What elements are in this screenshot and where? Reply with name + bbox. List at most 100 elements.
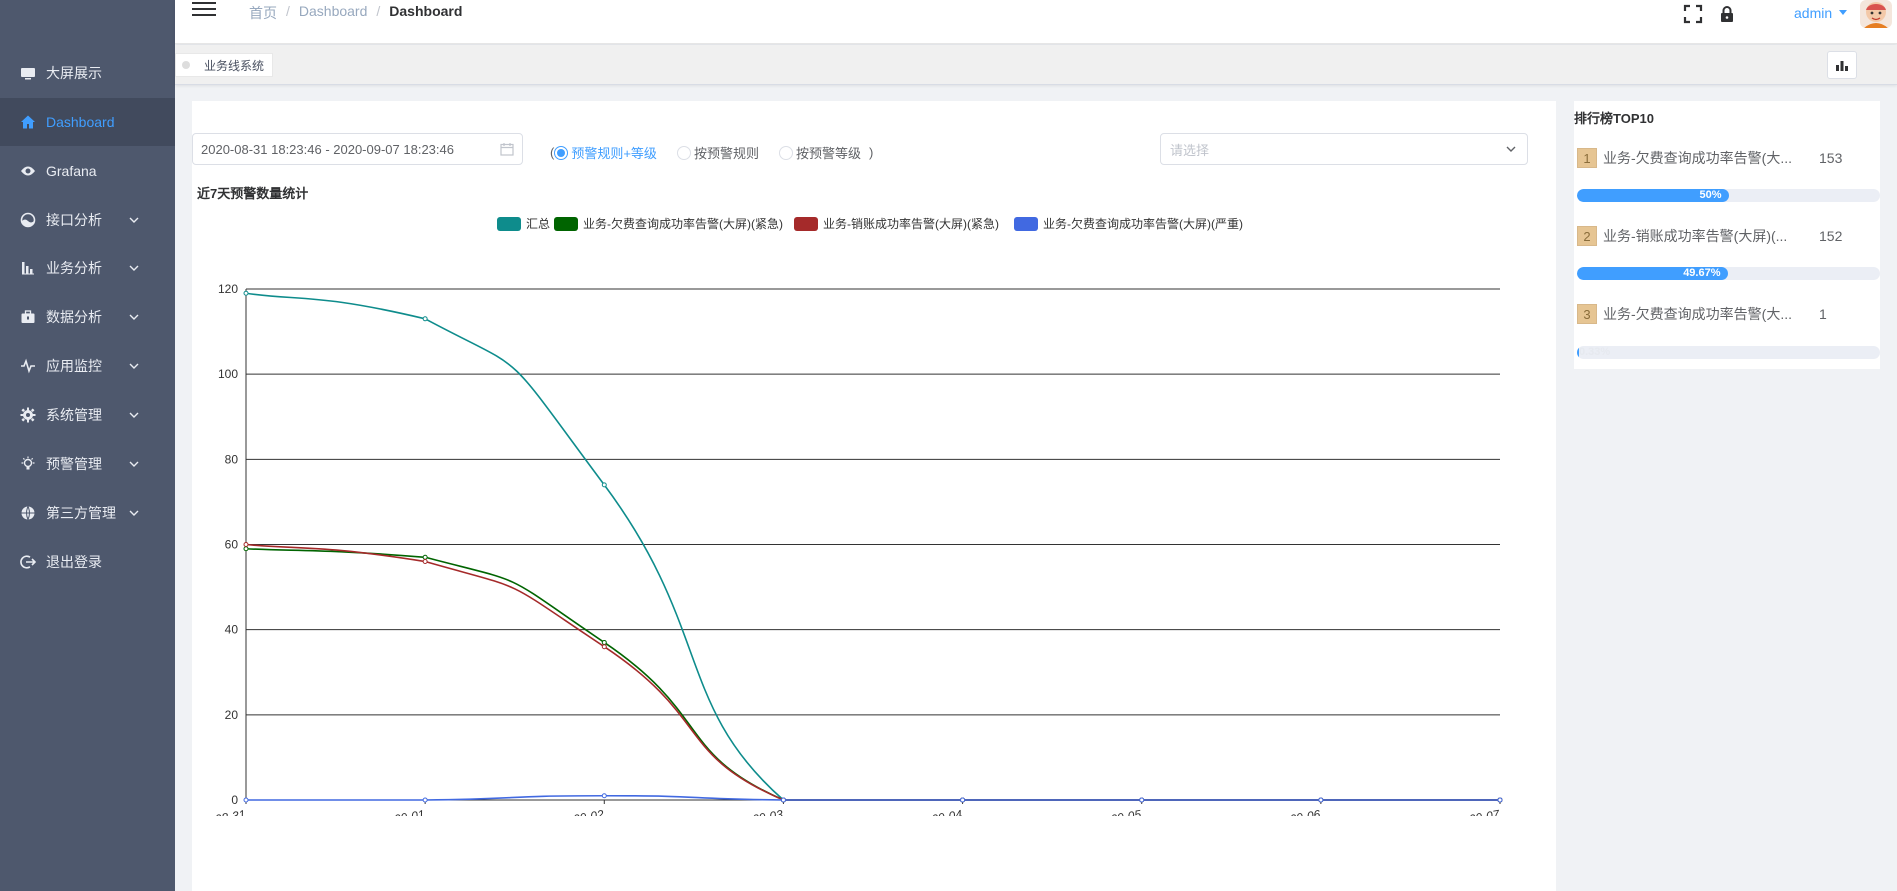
eye-icon bbox=[19, 162, 37, 180]
rank-badge: 2 bbox=[1577, 226, 1597, 246]
sidebar-item-0[interactable]: 大屏展示 bbox=[0, 49, 175, 97]
sidebar-item-label: 大屏展示 bbox=[46, 65, 102, 81]
sidebar-item-3[interactable]: 接口分析 bbox=[0, 196, 175, 244]
legend-label: 业务-欠费查询成功率告警(大屏)(紧急) bbox=[583, 216, 783, 231]
radio-level[interactable]: 按预警等级 bbox=[778, 143, 861, 162]
line-chart: 汇总 业务-欠费查询成功率告警(大屏)(紧急) 业务-销账成功率告警(大屏)(紧急)… bbox=[192, 216, 1503, 816]
sidebar-item-label: 应用监控 bbox=[46, 358, 102, 374]
sidebar-item-label: 数据分析 bbox=[46, 309, 102, 325]
data-point bbox=[243, 542, 249, 547]
user-menu[interactable]: admin bbox=[1794, 5, 1833, 21]
avatar[interactable] bbox=[1860, 0, 1892, 28]
tag-item[interactable]: 业务线系统 bbox=[175, 53, 273, 77]
legend-swatch bbox=[497, 217, 521, 231]
caret-down-icon[interactable] bbox=[1839, 10, 1847, 15]
sidebar-item-label: 系统管理 bbox=[46, 407, 102, 423]
tag-label: 业务线系统 bbox=[204, 58, 265, 73]
data-point bbox=[243, 797, 249, 803]
radio-label: 按预警等级 bbox=[795, 146, 861, 161]
x-tick-label: 2020-09-07 bbox=[1437, 807, 1502, 816]
sidebar-item-label: 第三方管理 bbox=[46, 505, 116, 521]
data-point bbox=[1318, 797, 1324, 803]
data-point bbox=[960, 797, 966, 803]
x-tick-label: 2020-09-06 bbox=[1258, 807, 1322, 816]
rank-name: 业务-销账成功率告警(大屏)(... bbox=[1603, 228, 1788, 244]
data-point bbox=[422, 554, 428, 560]
hamburger-menu-icon[interactable] bbox=[191, 0, 217, 20]
sidebar-item-label: Grafana bbox=[46, 163, 97, 179]
rank-name: 业务-欠费查询成功率告警(大... bbox=[1603, 150, 1792, 166]
data-point bbox=[601, 793, 607, 799]
y-tick-label: 80 bbox=[225, 452, 239, 466]
sidebar-item-5[interactable]: 数据分析 bbox=[0, 293, 175, 341]
radio-group-open-paren: ( bbox=[550, 145, 555, 160]
logout-icon bbox=[19, 553, 37, 571]
chevron-down-icon bbox=[128, 359, 142, 373]
data-point bbox=[422, 797, 428, 803]
data-point bbox=[422, 559, 428, 565]
chart-toggle-button[interactable] bbox=[1827, 51, 1857, 79]
breadcrumb-parent[interactable]: Dashboard bbox=[298, 3, 368, 19]
rank-progress-bar: 0.33% bbox=[1577, 346, 1880, 359]
chevron-down-icon bbox=[128, 506, 142, 520]
navbar: 首页 / Dashboard / Dashboard admin bbox=[175, 0, 1897, 44]
rank-progress-fill: 0.33% bbox=[1577, 346, 1611, 359]
radio-group-close-paren: ) bbox=[868, 145, 874, 160]
ranking-item[interactable]: 1 业务-欠费查询成功率告警(大... 153 bbox=[1574, 148, 1880, 168]
select-placeholder: 请选择 bbox=[1170, 142, 1210, 158]
sidebar-item-2[interactable]: Grafana bbox=[0, 147, 175, 195]
legend-label: 业务-欠费查询成功率告警(大屏)(严重) bbox=[1043, 216, 1243, 231]
radio-rule[interactable]: 按预警规则 bbox=[676, 143, 759, 162]
data-point bbox=[422, 316, 428, 322]
data-point bbox=[243, 546, 249, 552]
sidebar-item-1[interactable]: Dashboard bbox=[0, 98, 175, 146]
gear-icon bbox=[19, 406, 37, 424]
legend-swatch bbox=[794, 217, 818, 231]
pulse-icon bbox=[19, 357, 37, 375]
sidebar: 大屏展示 Dashboard Grafana 接口分析 业务分析数据分析应用监控系统管理… bbox=[0, 0, 175, 891]
rank-badge: 3 bbox=[1577, 304, 1597, 324]
chevron-down-icon bbox=[128, 408, 142, 422]
sidebar-item-10[interactable]: 退出登录 bbox=[0, 538, 175, 586]
ranking-item[interactable]: 3 业务-欠费查询成功率告警(大... 1 bbox=[1574, 304, 1880, 324]
ranking-title: 排行榜TOP10 bbox=[1574, 111, 1654, 126]
series-line bbox=[245, 547, 1500, 801]
chart-title: 近7天预警数量统计 bbox=[197, 186, 309, 201]
x-tick-label: 2020-09-01 bbox=[362, 807, 426, 816]
data-point bbox=[601, 482, 607, 488]
sidebar-item-6[interactable]: 应用监控 bbox=[0, 342, 175, 390]
rule-select[interactable]: 请选择 bbox=[1160, 133, 1528, 165]
data-point bbox=[243, 290, 249, 296]
briefcase-icon bbox=[19, 308, 37, 326]
sidebar-item-7[interactable]: 系统管理 bbox=[0, 391, 175, 439]
breadcrumb: 首页 / Dashboard / Dashboard bbox=[249, 3, 462, 23]
chart-circle-icon bbox=[19, 211, 37, 229]
breadcrumb-home[interactable]: 首页 bbox=[249, 5, 277, 21]
rank-progress-fill: 50% bbox=[1577, 189, 1729, 202]
sidebar-item-label: 预警管理 bbox=[46, 456, 102, 472]
breadcrumb-separator: / bbox=[286, 3, 290, 19]
bar-chart-icon bbox=[1836, 61, 1848, 71]
series-line bbox=[245, 543, 1500, 801]
radio-rule-level[interactable]: 预警规则+等级 bbox=[554, 143, 657, 162]
sidebar-item-4[interactable]: 业务分析 bbox=[0, 244, 175, 292]
fullscreen-icon[interactable] bbox=[1683, 4, 1703, 24]
x-tick-label: 2020-09-05 bbox=[1078, 807, 1142, 816]
tags-view: 业务线系统 bbox=[175, 45, 1897, 85]
legend-label: 业务-销账成功率告警(大屏)(紧急) bbox=[823, 216, 999, 231]
ranking-item[interactable]: 2 业务-销账成功率告警(大屏)(... 152 bbox=[1574, 226, 1880, 246]
lock-icon[interactable] bbox=[1717, 4, 1737, 24]
data-point bbox=[601, 644, 607, 650]
sidebar-item-8[interactable]: 预警管理 bbox=[0, 440, 175, 488]
series-line bbox=[245, 292, 1500, 801]
chevron-down-icon bbox=[1505, 143, 1517, 155]
series-line bbox=[246, 794, 1500, 801]
x-tick-label: 2020-08-31 bbox=[192, 807, 247, 816]
chevron-down-icon bbox=[128, 261, 142, 275]
date-range-picker[interactable]: 2020-08-31 18:23:46 - 2020-09-07 18:23:4… bbox=[192, 133, 523, 165]
radio-circle-icon bbox=[554, 145, 569, 160]
sidebar-item-label: 退出登录 bbox=[46, 554, 102, 570]
breadcrumb-separator: / bbox=[376, 3, 381, 19]
breadcrumb-current: Dashboard bbox=[389, 3, 463, 19]
sidebar-item-9[interactable]: 第三方管理 bbox=[0, 489, 175, 537]
